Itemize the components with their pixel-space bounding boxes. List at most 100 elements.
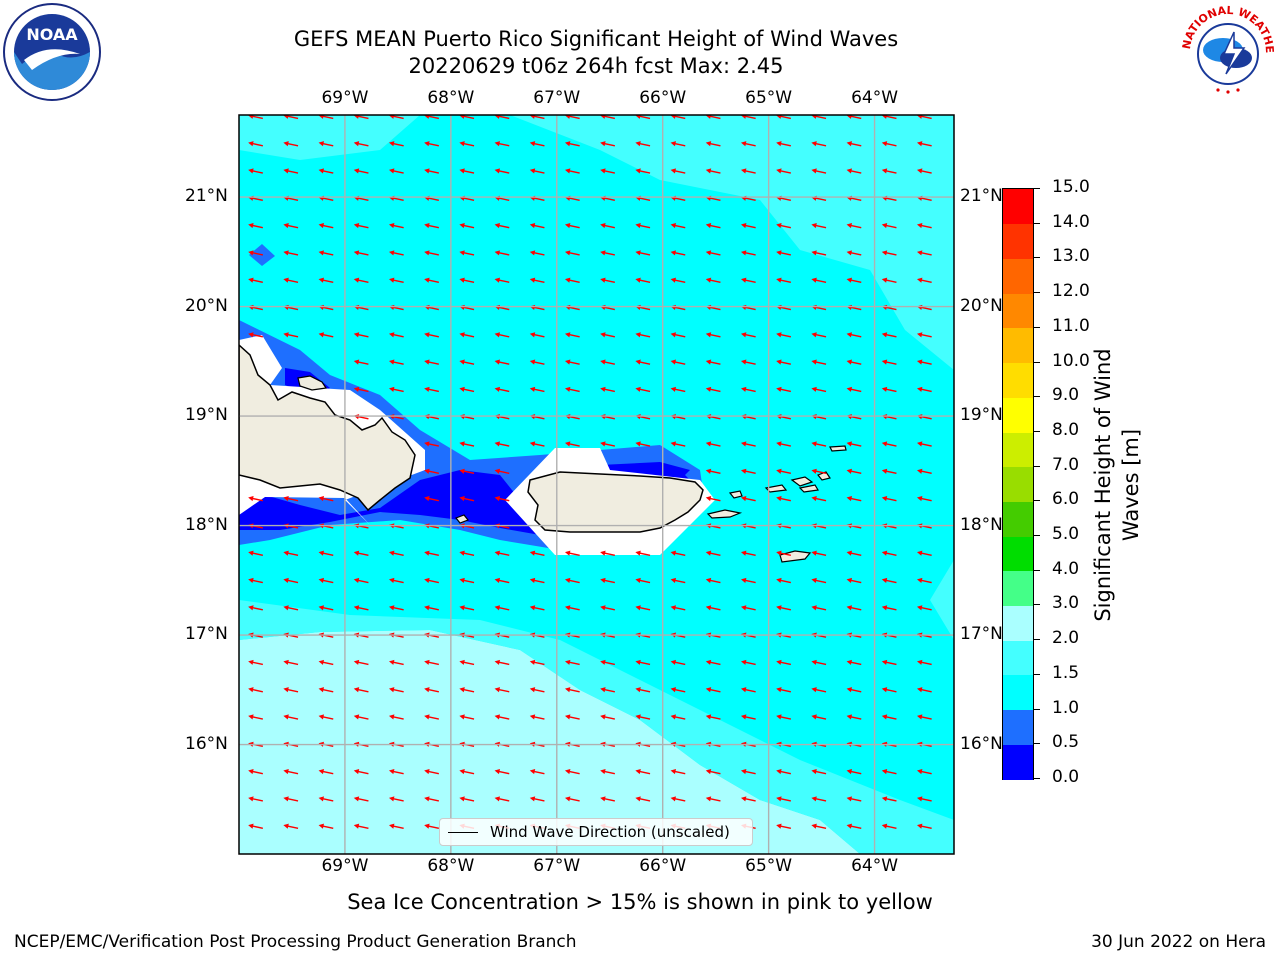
wind-arrow (600, 550, 615, 556)
wind-arrow (881, 359, 897, 365)
wind-arrow (388, 168, 404, 174)
wind-arrow (388, 714, 404, 720)
wind-arrow (740, 332, 756, 338)
wind-arrow (881, 277, 897, 283)
wind-arrow (600, 386, 615, 393)
wind-arrow (318, 714, 334, 720)
wind-arrow (740, 168, 756, 174)
lat-label-right: 18°N (960, 514, 1003, 535)
colorbar-tick-mark (1034, 430, 1040, 432)
wave-zone-1-5-south (239, 600, 954, 854)
wind-arrow (916, 714, 932, 720)
wind-arrow (740, 141, 756, 147)
wind-arrow (776, 441, 791, 447)
wind-arrow (740, 550, 756, 556)
wind-arrow (459, 386, 475, 393)
wind-arrow (600, 359, 615, 365)
wind-arrow (776, 332, 791, 338)
wind-arrow (459, 796, 475, 802)
wind-arrow (635, 714, 651, 720)
wind-arrow (353, 223, 369, 229)
wind-arrow (600, 796, 615, 802)
wind-arrow (318, 141, 334, 147)
wind-arrow (388, 359, 404, 365)
wind-arrow (318, 687, 334, 693)
wind-arrow (283, 496, 299, 502)
wind-arrow (564, 687, 580, 693)
wind-arrow (600, 168, 615, 174)
wind-arrow (283, 332, 299, 338)
wind-arrow (916, 168, 932, 174)
wind-arrow (916, 577, 932, 584)
lon-label-top: 67°W (533, 88, 581, 108)
wind-arrow (459, 223, 475, 229)
wind-arrow (494, 168, 510, 174)
colorbar-tick-mark (1034, 639, 1040, 641)
wind-arrow (811, 359, 827, 365)
island-hispaniola (239, 343, 416, 512)
wind-arrow (494, 659, 510, 666)
lon-label-bottom: 66°W (639, 856, 687, 876)
wind-arrow (635, 250, 651, 256)
wind-arrow (705, 441, 721, 447)
colorbar-tick-label: 12.0 (1052, 281, 1090, 302)
colorbar-segment (1003, 640, 1033, 676)
wind-arrow (424, 250, 439, 256)
wind-arrow (776, 277, 791, 283)
wind-arrow (705, 250, 721, 256)
wind-arrow (529, 605, 545, 611)
wind-arrow (318, 332, 334, 338)
wind-arrow (776, 823, 791, 829)
wind-arrow (600, 141, 615, 147)
wind-arrow (705, 496, 721, 502)
noaa-logo: NOAA (3, 3, 101, 101)
wind-arrow (846, 769, 862, 775)
lat-label-right: 20°N (960, 295, 1003, 316)
wind-arrow (353, 168, 369, 174)
wind-arrow (740, 687, 756, 693)
wind-arrow (459, 168, 475, 174)
wind-arrow (353, 605, 369, 611)
colorbar-segment (1003, 327, 1033, 364)
wind-arrow (283, 277, 299, 283)
colorbar-segment (1003, 744, 1033, 780)
wind-arrow (776, 468, 791, 475)
wind-arrow (776, 714, 791, 720)
wind-arrow (916, 277, 932, 283)
wind-arrow (388, 577, 404, 584)
wind-arrow (881, 468, 897, 475)
wind-arrow (740, 468, 756, 475)
wind-arrow (635, 168, 651, 174)
wind-arrow (459, 332, 475, 338)
wind-arrow (916, 359, 932, 365)
colorbar-tick-mark (1034, 361, 1040, 363)
wind-arrow (248, 659, 263, 666)
wind-arrow (811, 223, 827, 229)
wind-arrow (318, 277, 334, 283)
wind-arrow (248, 796, 263, 802)
wind-arrow (529, 277, 545, 283)
colorbar-segment (1003, 189, 1033, 225)
wind-arrow (388, 659, 404, 666)
wind-arrow (846, 714, 862, 720)
graticule (239, 115, 954, 854)
island-vieques (706, 509, 743, 519)
wind-arrow (705, 277, 721, 283)
wave-zone-1-5-north (510, 115, 954, 370)
wind-arrow (740, 659, 756, 666)
wind-arrow (846, 687, 862, 693)
wind-arrow (459, 577, 475, 584)
wind-arrow (776, 359, 791, 365)
wind-arrow (459, 277, 475, 283)
colorbar-tick-mark (1034, 743, 1040, 745)
wind-arrow (600, 223, 615, 229)
island-anegada (829, 445, 847, 452)
chart-subtitle: 20220629 t06z 264h fcst Max: 2.45 (408, 54, 784, 78)
wind-arrow (564, 796, 580, 802)
wind-arrow (916, 605, 932, 611)
wind-arrow (635, 769, 651, 775)
wind-arrow (740, 386, 756, 393)
wind-arrow (635, 550, 651, 556)
wind-arrow (811, 714, 827, 720)
wind-arrow (776, 796, 791, 802)
